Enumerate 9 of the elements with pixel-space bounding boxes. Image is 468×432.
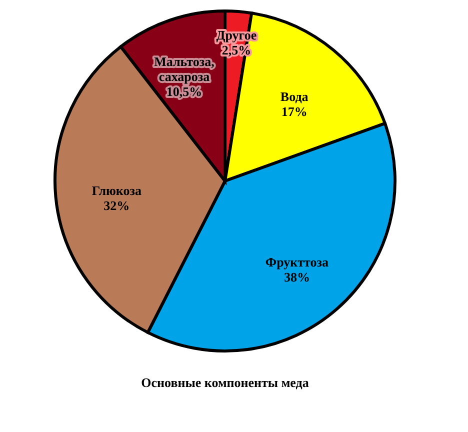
slice-label: Глюкоза <box>92 183 142 198</box>
slice-label: Вода <box>280 89 309 104</box>
data-label: 17% <box>281 104 308 120</box>
text: Основные компоненты меда <box>141 375 310 390</box>
slice-label: Фрукттоза <box>265 254 329 270</box>
slice-label: Мальтоза, сахароза <box>154 54 214 84</box>
data-label: 10,5% <box>166 84 202 99</box>
data-label: 32% <box>104 198 130 214</box>
data-label: 38% <box>284 270 310 285</box>
